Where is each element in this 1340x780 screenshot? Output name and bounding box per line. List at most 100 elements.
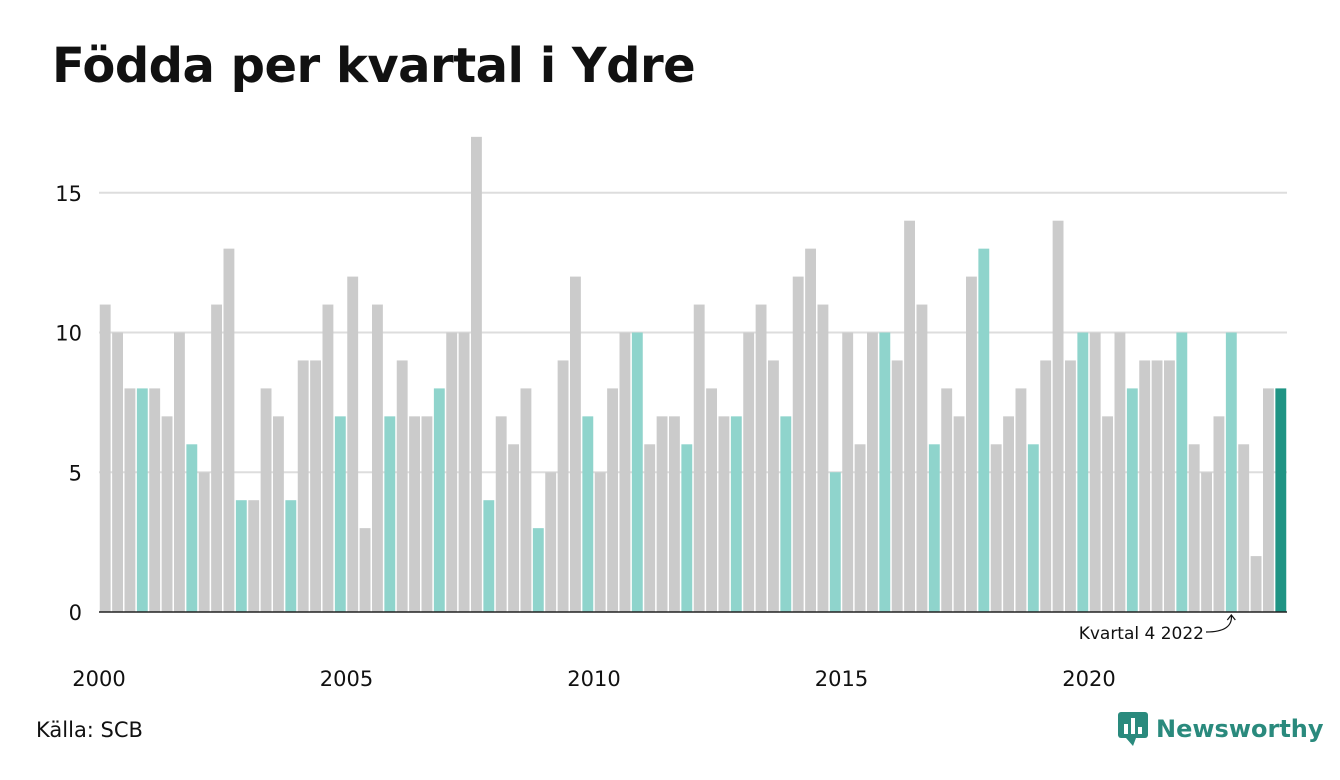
bar [644, 444, 656, 612]
bar [112, 332, 123, 612]
bar [532, 528, 544, 612]
bar [594, 472, 606, 612]
bar [867, 332, 878, 612]
bar [1263, 388, 1274, 612]
bar [433, 388, 445, 612]
bar [186, 444, 198, 612]
bar [1126, 388, 1138, 612]
bar [297, 360, 309, 612]
bar [161, 416, 173, 612]
bar [557, 360, 569, 612]
bar [792, 276, 804, 612]
bar [260, 388, 272, 612]
bar [631, 332, 643, 612]
brand-name: Newsworthy [1156, 715, 1324, 743]
bar [409, 416, 420, 612]
bar [198, 472, 210, 612]
bar [990, 444, 1002, 612]
bar [718, 416, 730, 612]
bar [334, 416, 346, 612]
gridlines [99, 191, 1287, 474]
bar [1275, 388, 1287, 612]
bar [854, 444, 866, 612]
axes: 0 5 10 15 2000 2005 2010 2015 2020 [55, 182, 1287, 691]
bar [149, 388, 161, 612]
bar [1027, 444, 1039, 612]
bar [1213, 416, 1225, 612]
bar [1176, 332, 1188, 612]
bar [347, 276, 359, 612]
bar [372, 304, 383, 612]
bar [1015, 388, 1027, 612]
annotation-arrowhead [1226, 614, 1236, 621]
bar [953, 416, 965, 612]
x-tick-label: 2020 [1062, 667, 1115, 691]
bar [1114, 332, 1126, 612]
bar [1102, 416, 1113, 612]
bar [520, 388, 532, 612]
bar [582, 416, 594, 612]
bar [693, 304, 705, 612]
bar [891, 360, 903, 612]
bar [755, 304, 767, 612]
brand-logo[interactable]: Newsworthy [1118, 712, 1324, 746]
bar [879, 332, 891, 612]
bar [966, 276, 977, 612]
y-tick-label: 15 [55, 182, 82, 206]
bar [607, 388, 618, 612]
y-tick-label: 10 [55, 322, 82, 346]
bar [322, 304, 334, 612]
bar [248, 500, 260, 612]
bar [396, 360, 408, 612]
bar [817, 304, 829, 612]
x-tick-label: 2015 [815, 667, 868, 691]
annotation-label: Kvartal 4 2022 [1079, 624, 1204, 644]
bar [1040, 360, 1052, 612]
x-tick-label: 2010 [567, 667, 620, 691]
bar [1238, 444, 1250, 612]
bar [978, 248, 990, 612]
bar [904, 220, 915, 612]
y-tick-label: 0 [69, 601, 82, 625]
bar [1188, 444, 1200, 612]
bar [1164, 360, 1175, 612]
bar [285, 500, 297, 612]
bar [730, 416, 742, 612]
bar [495, 416, 507, 612]
bar [619, 332, 631, 612]
bar [1250, 556, 1262, 612]
bars [99, 136, 1287, 612]
bar [842, 332, 854, 612]
bar [928, 444, 940, 612]
newsworthy-logo-icon [1118, 712, 1148, 746]
bar [570, 276, 581, 612]
bar [384, 416, 396, 612]
bar [1065, 360, 1076, 612]
bar [1139, 360, 1151, 612]
bar [310, 360, 321, 612]
bar [1003, 416, 1014, 612]
bar [124, 388, 136, 612]
bar [136, 388, 148, 612]
bar [706, 388, 717, 612]
bar [1052, 220, 1064, 612]
bar [1077, 332, 1089, 612]
bar [359, 528, 371, 612]
bar [1201, 472, 1212, 612]
bar [941, 388, 953, 612]
bar [669, 416, 680, 612]
bar [780, 416, 792, 612]
bar [273, 416, 284, 612]
annotation: Kvartal 4 2022 [1079, 614, 1236, 644]
bar [805, 248, 816, 612]
bar [916, 304, 928, 612]
bar [743, 332, 755, 612]
annotation-arrow [1205, 614, 1232, 633]
bar [446, 332, 458, 612]
bar [1089, 332, 1101, 612]
bar [211, 304, 222, 612]
x-tick-label: 2000 [72, 667, 125, 691]
bar [223, 248, 235, 612]
bar [471, 136, 482, 612]
